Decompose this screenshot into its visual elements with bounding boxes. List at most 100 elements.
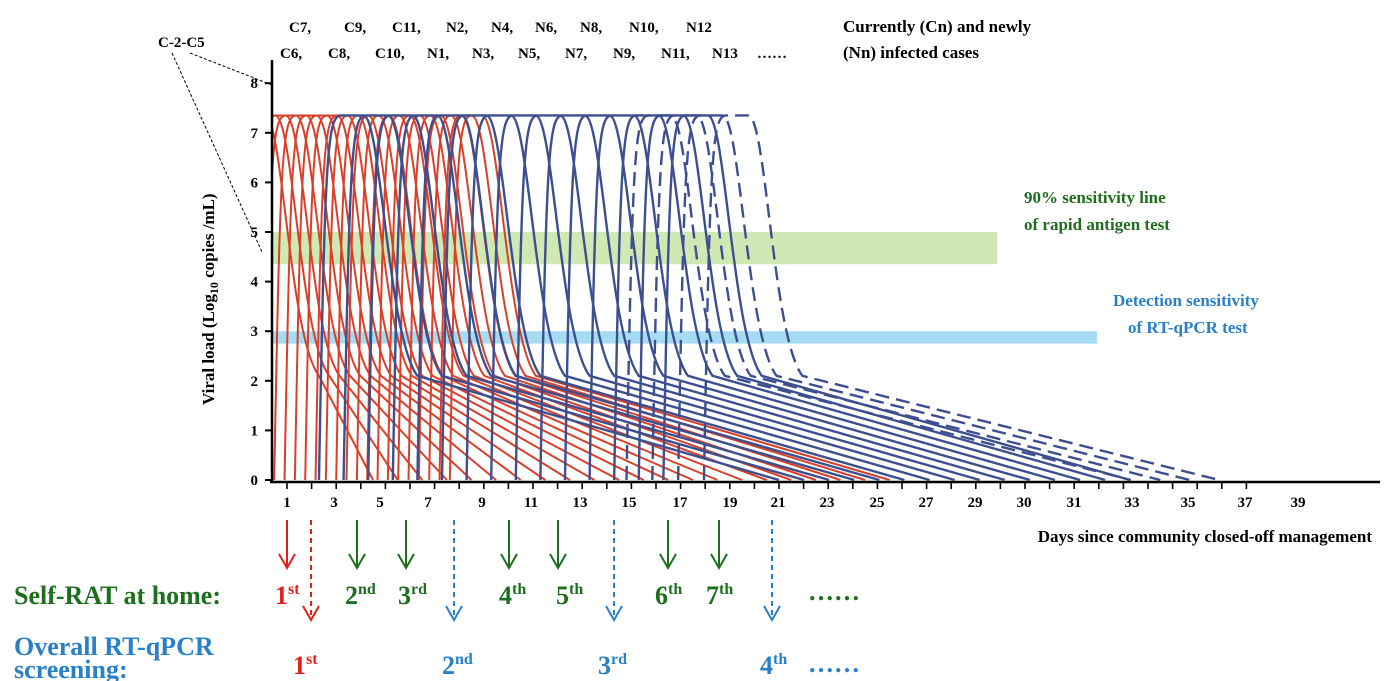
group-pointer-line <box>189 52 273 86</box>
current-case-curve <box>283 114 497 481</box>
pcr-ordinal: 1st <box>293 651 318 680</box>
x-tick-label: 13 <box>573 495 588 511</box>
y-tick-label: 3 <box>251 324 259 340</box>
y-tick-label: 6 <box>251 175 259 191</box>
pcr-ordinal: 3rd <box>598 651 627 680</box>
current-case-curve <box>272 114 448 481</box>
legend-text-line1: Currently (Cn) and newly <box>843 17 1032 36</box>
projected-case-curve <box>625 114 1132 482</box>
rat-band-label-1: 90% sensitivity line <box>1024 188 1166 207</box>
pcr-more: …… <box>808 649 860 678</box>
x-tick-label: 33 <box>1125 495 1140 511</box>
x-tick-label: 37 <box>1238 495 1254 511</box>
current-case-curve <box>304 114 546 481</box>
x-tick-label: 23 <box>820 495 835 511</box>
x-tick-label: 27 <box>919 495 935 511</box>
y-tick-label: 4 <box>251 275 259 291</box>
curve-label-bottom: N1, <box>427 46 449 62</box>
pcr-arrow <box>763 520 781 623</box>
rat-ordinal: 5th <box>556 581 583 610</box>
schedule-ordinals: 1st 2nd 3rd 4th 5th 6th 7th …… 1st 2nd 3rd 4th …… <box>275 577 860 680</box>
curve-label-bottom: C10, <box>375 46 405 62</box>
pcr-ordinal: 4th <box>760 651 787 680</box>
new-case-curve <box>637 114 1106 482</box>
group-label: C-2-C5 <box>158 35 205 51</box>
curve-label-top: C11, <box>392 20 421 36</box>
y-tick-label: 5 <box>251 225 259 241</box>
x-axis-label: Days since community closed-off manageme… <box>1038 527 1373 546</box>
pcr-arrow <box>605 520 623 623</box>
current-case-curve <box>272 114 399 481</box>
curve-label-bottom: C8, <box>328 46 350 62</box>
curve-label-bottom: N9, <box>613 46 635 62</box>
legend-text-line2: (Nn) infected cases <box>843 43 979 62</box>
curve-label-top: C7, <box>289 20 311 36</box>
x-tick-label: 35 <box>1181 495 1196 511</box>
x-tick-label: 9 <box>478 495 486 511</box>
pcr-band-label-1: Detection sensitivity <box>1113 291 1259 310</box>
y-axis-label: Viral load (Log10 copies /mL) <box>199 193 221 405</box>
y-tick-label: 7 <box>251 126 259 142</box>
rat-ordinal: 6th <box>655 581 682 610</box>
curve-label-bottom: C6, <box>280 46 302 62</box>
x-tick-label: 21 <box>771 495 786 511</box>
curve-label-bottom: …… <box>757 46 787 62</box>
x-tick-label: 25 <box>870 495 885 511</box>
projected-case-curve <box>676 114 1191 482</box>
pcr-arrow <box>302 520 320 623</box>
rat-arrow <box>348 520 366 571</box>
rat-ordinal: 7th <box>706 581 733 610</box>
pcr-ordinal: 2nd <box>442 651 473 680</box>
pcr-schedule-title-1: Overall RT-qPCR <box>14 632 214 661</box>
curve-label-bottom: N3, <box>472 46 494 62</box>
y-tick-label: 0 <box>251 473 259 489</box>
curve-labels: C7, C9, C11, N2, N4, N6, N8, N10, N12 C6, C8, C10, N… <box>280 20 787 62</box>
x-tick-label: 1 <box>283 495 291 511</box>
rat-schedule-title: Self-RAT at home: <box>14 581 221 610</box>
new-case-curve <box>662 114 1131 482</box>
viral-load-curves <box>272 114 1220 482</box>
curve-label-bottom: N13 <box>712 46 738 62</box>
y-tick-label: 1 <box>251 423 259 439</box>
curve-label-top: C9, <box>344 20 366 36</box>
projected-case-curve <box>702 114 1220 482</box>
x-tick-label: 3 <box>330 495 338 511</box>
y-tick-label: 2 <box>251 374 259 390</box>
current-case-curve <box>272 114 424 481</box>
x-tick-label: 7 <box>424 495 432 511</box>
rat-arrow <box>710 520 728 571</box>
x-tick-label: 19 <box>723 495 738 511</box>
rat-arrow <box>659 520 677 571</box>
rat-ordinal: 2nd <box>345 581 376 610</box>
x-tick-label: 5 <box>376 495 384 511</box>
pcr-schedule-title-2: screening: <box>14 655 128 681</box>
rat-band-label-2: of rapid antigen test <box>1024 215 1170 234</box>
rat-arrow <box>549 520 567 571</box>
pcr-arrow <box>445 520 463 623</box>
new-case-curve <box>612 114 1081 482</box>
curve-label-bottom: N5, <box>518 46 540 62</box>
schedule-arrows <box>278 520 781 623</box>
rat-ordinal: 4th <box>499 581 526 610</box>
x-tick-label: 15 <box>622 495 637 511</box>
y-tick-label: 8 <box>251 76 259 92</box>
x-tick-label: 39 <box>1291 495 1306 511</box>
current-case-curve <box>272 124 374 481</box>
x-tick-label: 11 <box>524 495 538 511</box>
x-tick-label: 17 <box>673 495 689 511</box>
rat-ordinal: 3rd <box>398 581 427 610</box>
group-pointer-line <box>171 52 263 253</box>
curve-label-top: N6, <box>535 20 557 36</box>
curve-label-top: N10, <box>629 20 659 36</box>
x-tick-label: 30 <box>1017 495 1032 511</box>
rat-arrow <box>397 520 415 571</box>
pcr-band-label-2: of RT-qPCR test <box>1128 318 1248 337</box>
rat-arrow <box>500 520 518 571</box>
x-tick-label: 31 <box>1067 495 1082 511</box>
current-case-curve <box>293 114 522 481</box>
curve-label-bottom: N11, <box>661 46 690 62</box>
rat-ordinal: 1st <box>275 581 300 610</box>
rat-arrow <box>278 520 296 571</box>
curve-label-top: N8, <box>580 20 602 36</box>
